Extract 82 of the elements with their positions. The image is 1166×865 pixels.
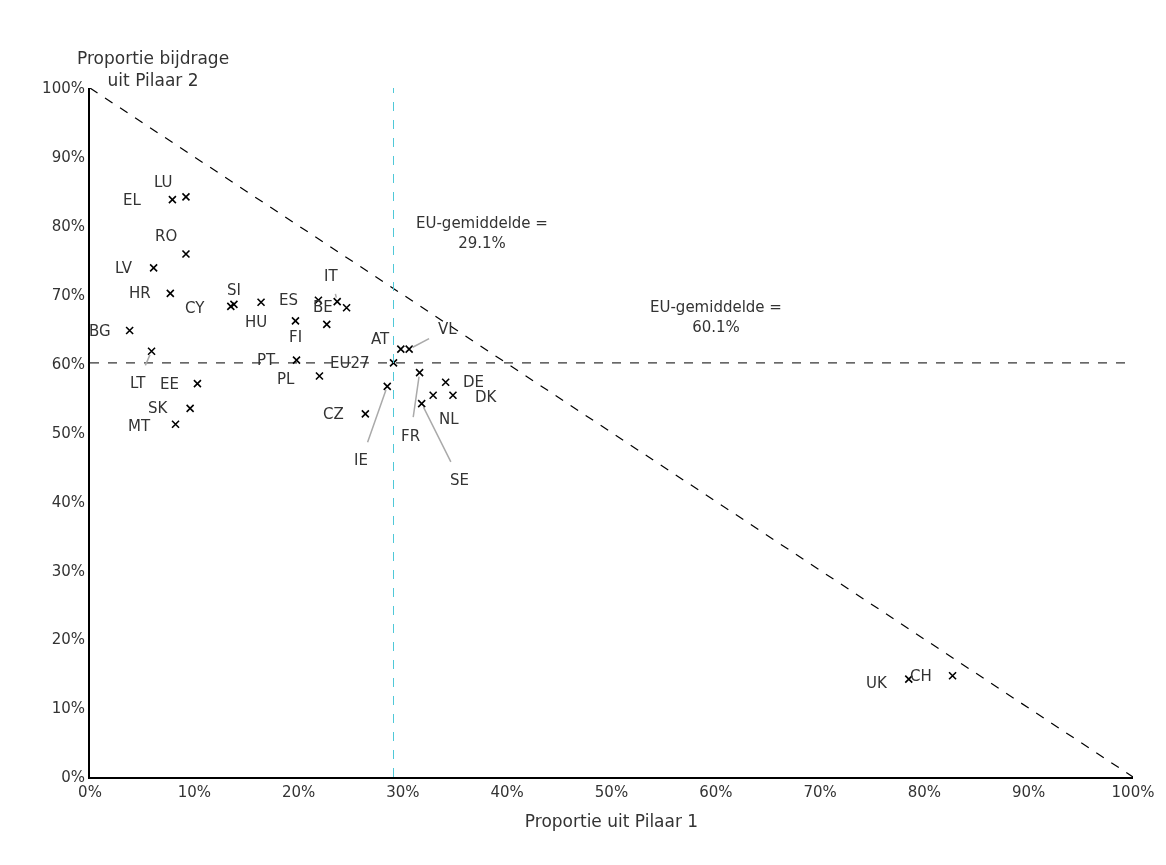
annotation: AT (371, 330, 391, 348)
point (292, 355, 301, 365)
point (332, 297, 342, 306)
annotation: ES (279, 291, 298, 309)
annotation: CY (185, 299, 206, 317)
annotation: NL (439, 410, 460, 428)
x-tick-label: 0% (78, 783, 102, 801)
annotation: LU (154, 173, 173, 191)
y-tick-label: 50% (51, 423, 85, 442)
annotation: RO (155, 227, 178, 245)
annotation: BE (313, 298, 333, 316)
annotation: EU27 (330, 354, 370, 372)
point (322, 320, 332, 329)
annotation: EL (123, 191, 142, 209)
point (229, 300, 239, 309)
annotation: HU (245, 313, 268, 331)
point (415, 368, 424, 377)
point (256, 297, 266, 307)
annotation: SI (227, 281, 241, 299)
point (149, 263, 158, 273)
annotation: IE (354, 451, 368, 469)
annotation: LT (130, 374, 147, 392)
x-tick-label: 40% (490, 783, 524, 801)
annotation: CH (910, 667, 932, 685)
point (315, 371, 324, 381)
point (428, 390, 438, 400)
point (168, 195, 177, 204)
annotation: FR (401, 427, 421, 445)
y-tick-label: 30% (51, 561, 85, 580)
annotation: LV (115, 259, 133, 277)
y-tick-label: 20% (51, 630, 85, 649)
annotation: DK (475, 388, 498, 406)
x-axis-title: Proportie uit Pilaar 1 (524, 810, 699, 831)
annotation: BG (89, 322, 111, 340)
point (389, 358, 398, 368)
annotation: CZ (323, 405, 344, 423)
annotation: SK (148, 399, 169, 417)
point (361, 409, 370, 419)
point (166, 289, 175, 298)
y-tick-label: 10% (51, 699, 85, 718)
point (448, 390, 458, 400)
y-tick-label: 40% (51, 492, 85, 511)
x-tick-label: 20% (281, 783, 316, 801)
y-tick-label: 80% (51, 217, 85, 236)
point (417, 399, 426, 408)
y-tick-label: 70% (51, 285, 85, 304)
y-tick-label: 60% (51, 354, 85, 373)
x-tick-label: 70% (803, 783, 837, 801)
x-tick-label: 10% (177, 783, 211, 801)
point (193, 379, 202, 388)
point (147, 346, 156, 356)
point (181, 249, 191, 259)
point (342, 303, 351, 313)
annotation: PL (277, 370, 296, 388)
annotation: MT (128, 417, 151, 435)
x-tick-label: 90% (1012, 783, 1046, 801)
x-tick-label: 80% (907, 783, 942, 801)
x-tick-label: 100% (1111, 783, 1155, 801)
point (441, 377, 450, 387)
ref-line-label: EU-gemiddelde = 60.1% (650, 298, 782, 336)
x-tick-label: 60% (699, 783, 733, 801)
x-tick-label: 30% (386, 783, 420, 801)
point (185, 404, 195, 413)
point (948, 671, 957, 681)
annotation: UK (866, 674, 888, 692)
ref-line-label: EU-gemiddelde = 29.1% (416, 214, 548, 252)
point (226, 302, 236, 311)
point (171, 419, 180, 429)
annotation: DE (463, 373, 485, 391)
point (291, 316, 300, 326)
annotation: IT (324, 267, 339, 285)
point (181, 192, 191, 202)
annotation: SE (450, 471, 469, 489)
y-tick-label: 90% (51, 148, 85, 167)
annotation: EE (160, 375, 179, 393)
annotation: HR (129, 284, 151, 302)
annotation: PT (257, 351, 277, 369)
x-tick-label: 50% (594, 783, 629, 801)
annotation: VL (438, 320, 458, 338)
point (125, 326, 134, 335)
annotation: FI (289, 328, 303, 346)
point (382, 382, 392, 391)
